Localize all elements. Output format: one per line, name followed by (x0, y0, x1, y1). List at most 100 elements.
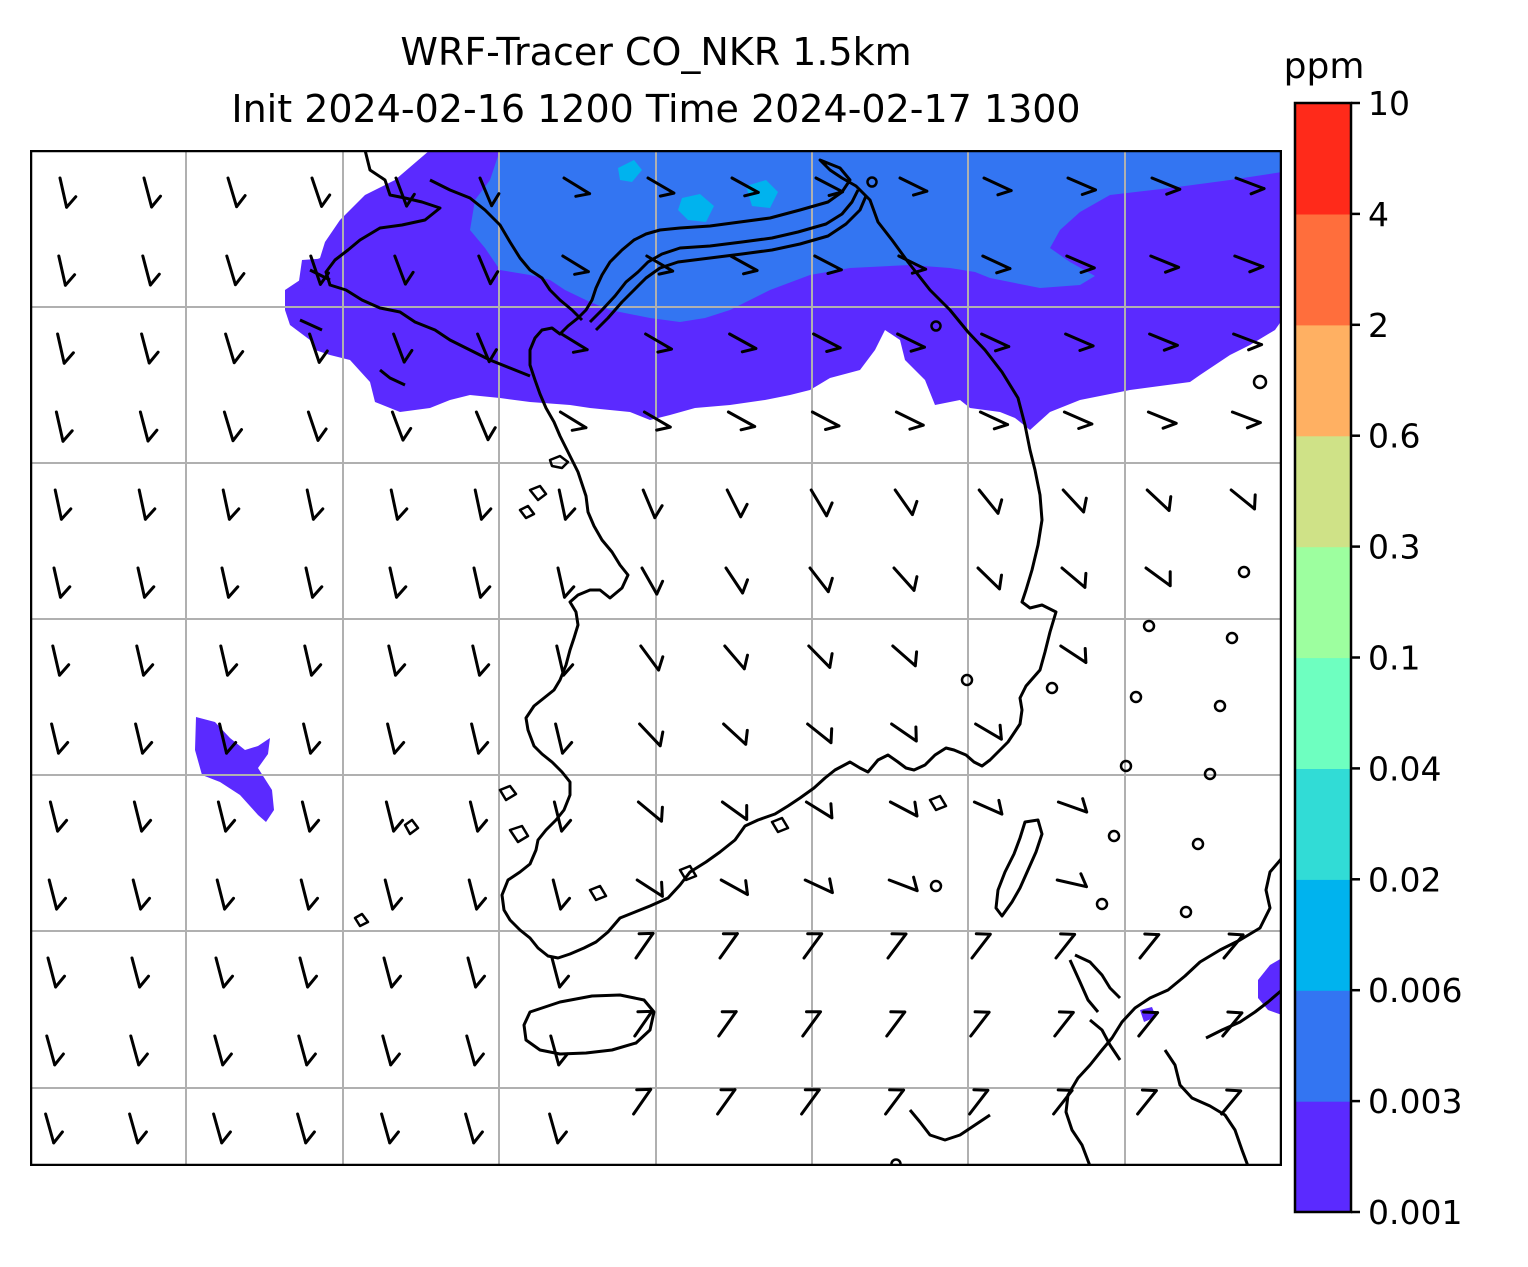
colorbar-tick-label: 0.1 (1368, 639, 1420, 678)
calm-wind-circle (1237, 565, 1251, 579)
wind-barb (387, 644, 407, 677)
coastline-liaodong (429, 178, 584, 322)
colorbar: ppm 0.001 0.003 0.006 0.02 0.04 0.1 0.3 0.6 2 4 10 (1284, 46, 1463, 1232)
wind-barb (218, 722, 238, 755)
wind-barb (813, 254, 843, 275)
wind-barb (801, 1010, 822, 1038)
colorbar-segment (1295, 213, 1351, 326)
wind-barb (54, 410, 74, 443)
coastline-korean-peninsula (500, 158, 1058, 960)
tracer-plume-southwest-patch (195, 717, 274, 822)
wind-barb (982, 176, 1013, 197)
calm-wind-circle (1225, 631, 1239, 645)
wind-barb (1052, 1088, 1074, 1116)
colorbar-segments (1295, 103, 1351, 1213)
wind-barb (464, 1112, 484, 1145)
wind-barb (898, 176, 929, 197)
wind-barb (1138, 932, 1161, 960)
wind-barb (222, 410, 243, 443)
wind-barb (392, 332, 414, 364)
colorbar-segment (1295, 990, 1351, 1102)
colorbar-segment (1295, 435, 1351, 548)
wind-barb (633, 1009, 654, 1038)
wind-barb (129, 1034, 149, 1067)
wind-barb (1233, 254, 1265, 274)
wind-barb (390, 410, 413, 442)
wind-barb (46, 956, 66, 989)
wind-barb (52, 566, 72, 599)
wind-barb (478, 176, 501, 208)
wind-barb (719, 878, 749, 896)
wind-barb (473, 488, 493, 521)
wind-barb (642, 410, 672, 432)
wind-barb (394, 176, 416, 208)
colorbar-tick-label: 10 (1368, 84, 1410, 123)
wind-barb (557, 488, 577, 521)
islets-west-coast (353, 454, 948, 928)
wind-barb (53, 488, 73, 521)
wind-barb (1229, 488, 1257, 511)
wind-barb (554, 722, 574, 755)
wind-barb (723, 644, 749, 671)
wind-barb (472, 566, 492, 599)
wind-barb (803, 877, 834, 895)
wind-barb (308, 332, 329, 364)
wind-barb (981, 254, 1012, 275)
wind-barb (725, 488, 749, 519)
wind-barb (477, 254, 500, 286)
plot-title-line1: WRF-Tracer CO_NKR 1.5km (400, 30, 912, 74)
wind-barb (381, 1034, 401, 1067)
colorbar-tick-label: 0.003 (1368, 1082, 1462, 1121)
wind-barb (558, 410, 588, 432)
wind-barb (549, 1034, 569, 1067)
wind-barb (980, 332, 1011, 353)
wind-barb (976, 566, 1003, 591)
wind-barb (302, 722, 322, 755)
wind-barb (888, 800, 919, 818)
dmz-border (588, 189, 868, 332)
wind-barb (728, 332, 758, 354)
calm-wind-circle (1045, 681, 1059, 695)
wind-barb (560, 332, 589, 354)
wind-barb (548, 1112, 568, 1145)
wind-barb (551, 878, 571, 911)
wind-barb (136, 566, 156, 599)
colorbar-tick-label: 4 (1368, 195, 1389, 234)
wind-barb (1056, 797, 1089, 814)
wind-barb (722, 722, 749, 746)
wind-barb (890, 722, 918, 743)
wind-barb (296, 1112, 316, 1145)
wind-barb (309, 254, 330, 286)
wind-barb (137, 488, 157, 521)
colorbar-ticks: 0.001 0.003 0.006 0.02 0.04 0.1 0.3 0.6 2 4 10 (1351, 84, 1462, 1232)
wind-barb (57, 254, 77, 287)
wind-barb (1137, 1010, 1160, 1038)
wind-barb (213, 1034, 233, 1067)
wind-barb (1232, 332, 1264, 352)
wind-barb (130, 956, 150, 989)
wind-barb (467, 878, 487, 911)
wind-barb (221, 488, 241, 521)
wind-barb (808, 566, 834, 594)
wind-barb (729, 254, 759, 276)
wind-barb (48, 800, 69, 833)
wind-barb (306, 410, 328, 442)
wind-barb (140, 332, 160, 365)
calm-wind-circle (929, 879, 943, 893)
colorbar-segment (1295, 103, 1351, 215)
wind-barb (132, 800, 153, 833)
wind-barb (638, 722, 665, 748)
tsushima-island (994, 818, 1044, 918)
wind-barb (977, 488, 1004, 515)
wind-barb (1059, 644, 1088, 664)
coastline-japan-goto (908, 953, 1122, 1142)
wind-barb (969, 1010, 991, 1038)
wind-barb (131, 878, 151, 911)
colorbar-segment (1295, 324, 1351, 437)
island-dot-ne (866, 176, 878, 188)
wind-barb (380, 1112, 400, 1145)
calm-wind-circle (1142, 619, 1156, 633)
jeju-island (522, 993, 656, 1056)
wind-barb (225, 254, 246, 287)
wind-barb (465, 1034, 485, 1067)
